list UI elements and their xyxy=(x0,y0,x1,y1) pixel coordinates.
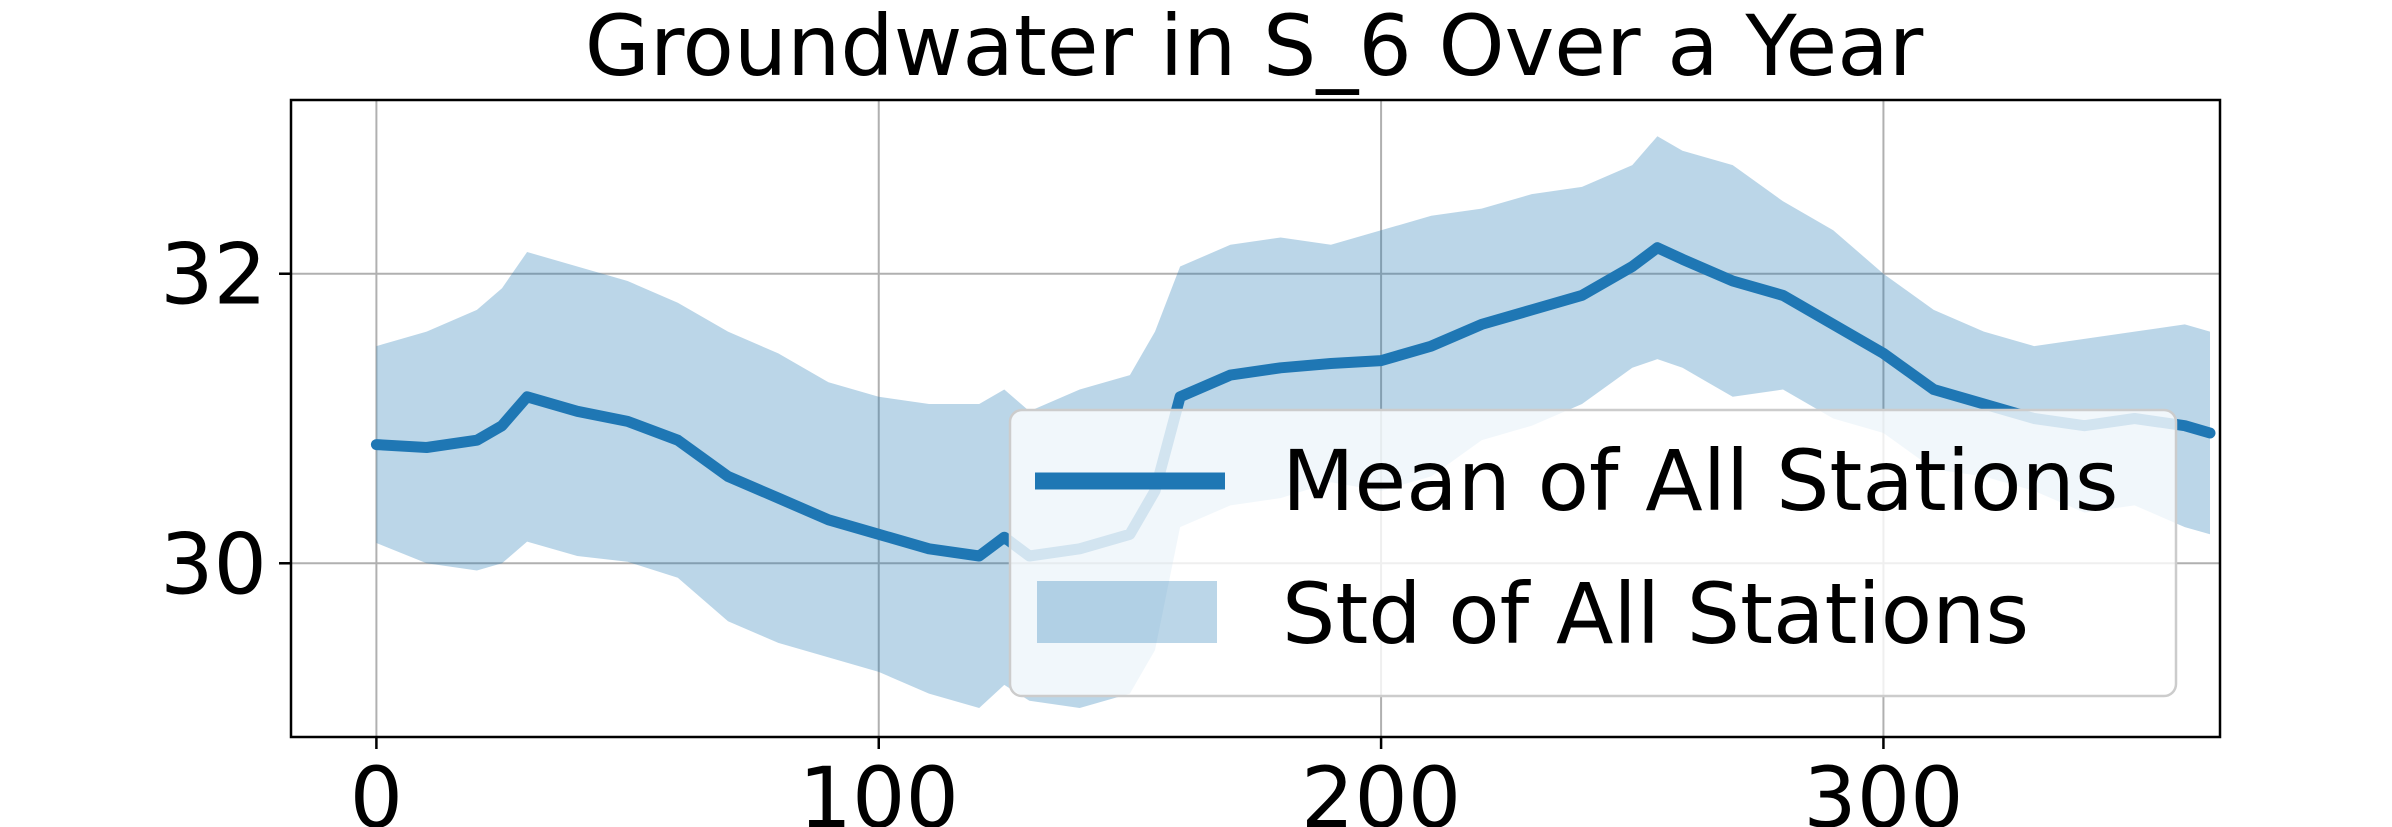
axis-ticks: 0 100 200 300 30 32 xyxy=(160,226,1963,827)
chart-title: Groundwater in S_6 Over a Year xyxy=(585,0,1924,95)
legend-band-swatch xyxy=(1037,581,1217,643)
legend-box xyxy=(1008,408,2178,698)
mean-line-layer xyxy=(370,242,2216,562)
axes-frame xyxy=(289,98,2222,739)
x-tick-label-100: 100 xyxy=(799,749,959,827)
x-tick-label-0: 0 xyxy=(350,749,403,827)
mean-line xyxy=(370,242,2216,562)
legend-label-std: Std of All Stations xyxy=(1282,565,2029,663)
y-tick-label-32: 32 xyxy=(160,226,267,324)
legend-label-mean: Mean of All Stations xyxy=(1282,432,2118,530)
x-tick-label-300: 300 xyxy=(1803,749,1963,827)
y-tick-label-30: 30 xyxy=(160,515,267,613)
legend: Mean of All Stations Std of All Stations xyxy=(1008,408,2178,698)
x-tick-label-200: 200 xyxy=(1301,749,1461,827)
